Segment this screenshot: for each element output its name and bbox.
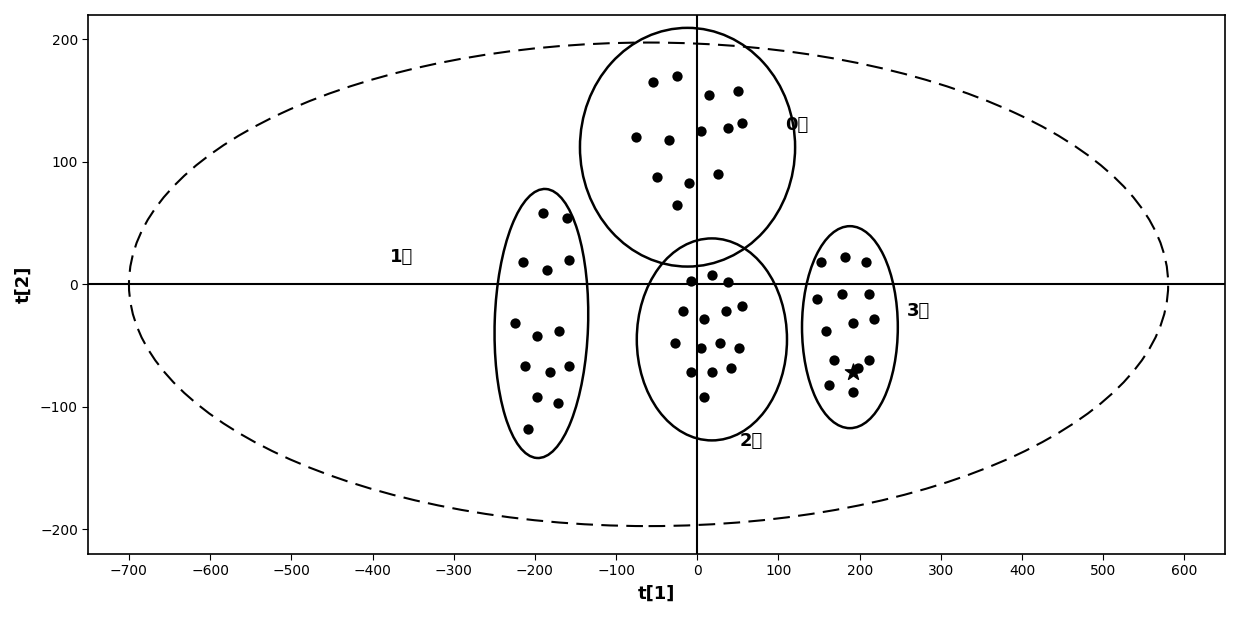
Point: [811, 257, 831, 267]
Text: 2次: 2次: [739, 432, 763, 450]
Point: [548, 398, 568, 408]
Point: [518, 424, 538, 434]
Point: [848, 363, 868, 373]
Point: [681, 368, 701, 378]
Point: [823, 355, 843, 365]
Point: [694, 314, 714, 324]
Point: [558, 213, 578, 223]
Point: [859, 355, 879, 365]
Point: [647, 172, 667, 182]
Point: [527, 392, 547, 402]
Point: [718, 123, 738, 133]
Point: [807, 294, 827, 304]
Point: [692, 343, 712, 353]
Point: [516, 362, 536, 371]
Text: 3次: 3次: [906, 302, 930, 320]
Point: [642, 77, 662, 87]
Point: [818, 379, 838, 389]
Point: [702, 269, 722, 279]
Point: [559, 255, 579, 265]
Point: [843, 318, 863, 328]
Point: [816, 326, 836, 336]
Point: [857, 257, 877, 267]
Point: [835, 252, 854, 262]
Point: [732, 302, 751, 311]
Point: [708, 169, 728, 179]
Point: [843, 368, 863, 378]
Point: [559, 362, 579, 371]
Point: [715, 307, 735, 316]
Point: [702, 368, 722, 378]
Point: [711, 338, 730, 348]
Y-axis label: t[2]: t[2]: [15, 266, 33, 303]
Point: [843, 387, 863, 397]
Point: [699, 90, 719, 99]
Point: [832, 289, 852, 299]
Point: [673, 307, 693, 316]
Point: [859, 289, 879, 299]
Point: [505, 318, 525, 328]
Point: [694, 392, 714, 402]
Point: [658, 135, 678, 145]
Point: [539, 368, 559, 378]
Point: [513, 257, 533, 267]
Point: [549, 326, 569, 336]
Point: [729, 343, 749, 353]
Point: [533, 208, 553, 218]
Text: 1次: 1次: [391, 248, 414, 266]
Point: [681, 276, 701, 286]
Point: [692, 126, 712, 136]
Point: [722, 363, 742, 373]
Point: [864, 314, 884, 324]
Point: [667, 200, 687, 210]
Point: [732, 118, 751, 128]
Point: [537, 265, 557, 274]
Point: [718, 277, 738, 287]
Point: [665, 338, 684, 348]
X-axis label: t[1]: t[1]: [639, 585, 676, 603]
Point: [728, 86, 748, 96]
Point: [680, 178, 699, 188]
Text: 0次: 0次: [785, 116, 808, 134]
Point: [527, 331, 547, 341]
Point: [667, 71, 687, 81]
Point: [626, 132, 646, 142]
